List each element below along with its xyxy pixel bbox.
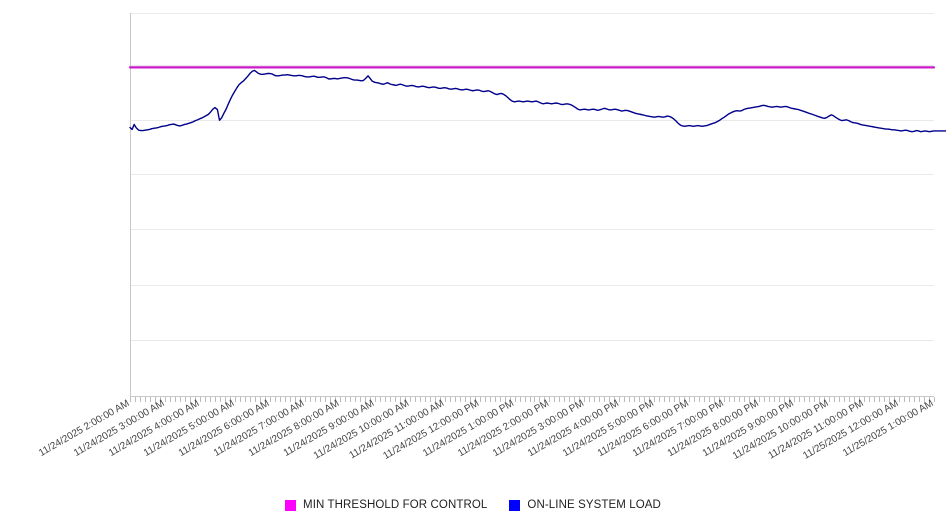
series-layer: [128, 66, 946, 133]
legend-item-on-line-system-load[interactable]: ON-LINE SYSTEM LOAD: [509, 499, 661, 511]
series-line: [129, 69, 946, 133]
legend-label-min-threshold-for-control: MIN THRESHOLD FOR CONTROL: [303, 499, 488, 511]
axes: [130, 13, 934, 397]
x-axis-minor-ticks: [130, 397, 935, 402]
legend-label-on-line-system-load: ON-LINE SYSTEM LOAD: [527, 499, 661, 511]
legend-swatch-magenta: [285, 499, 297, 511]
gridlines: [130, 13, 934, 341]
legend-swatch-blue: [509, 499, 521, 511]
chart-legend: MIN THRESHOLD FOR CONTROL ON-LINE SYSTEM…: [0, 496, 946, 514]
legend-item-min-threshold-for-control[interactable]: MIN THRESHOLD FOR CONTROL: [285, 499, 487, 511]
